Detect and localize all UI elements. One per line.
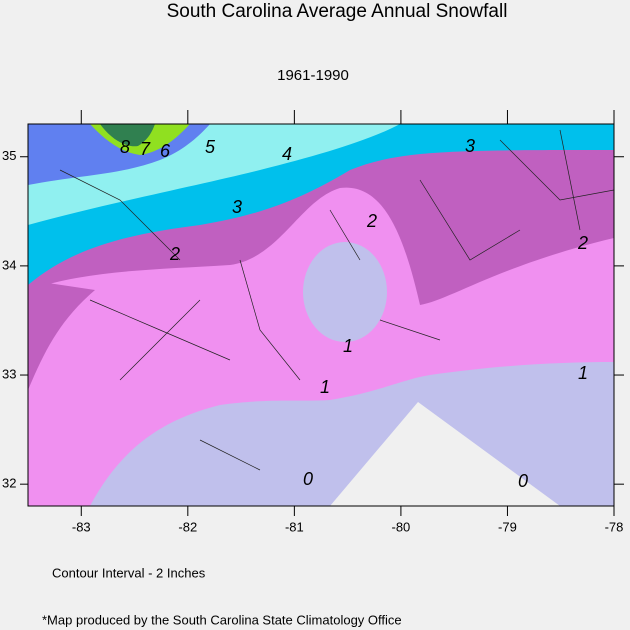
contour-label: 2: [169, 244, 180, 264]
contour-label: 2: [577, 233, 588, 253]
x-tick-label: -78: [605, 519, 624, 534]
contour-label: 6: [160, 141, 171, 161]
x-tick-label: -82: [178, 519, 197, 534]
y-tick-label: 32: [2, 476, 16, 491]
contour-label: 1: [320, 377, 330, 397]
x-tick-label: -81: [285, 519, 304, 534]
x-tick-label: -80: [392, 519, 411, 534]
contour-label: 8: [120, 137, 130, 157]
subtitle: 1961-1990: [277, 67, 349, 84]
map-frame: [27, 123, 615, 507]
map-fill: [28, 124, 614, 506]
y-tick-label: 33: [2, 366, 16, 381]
contour-label: 0: [518, 471, 528, 491]
contour-label: 1: [578, 363, 588, 383]
title: South Carolina Average Annual Snowfall: [167, 1, 508, 22]
contour-label: 1: [343, 336, 353, 356]
contour-label: 0: [303, 469, 313, 489]
contour-label: 4: [282, 144, 292, 164]
contour-label: 7: [140, 139, 151, 159]
y-tick-label: 34: [2, 257, 16, 272]
note: Contour Interval - 2 Inches: [52, 565, 206, 580]
contour-label: 2: [366, 211, 377, 231]
contour-label: 3: [232, 197, 242, 217]
contour-label: 5: [205, 137, 216, 157]
contour-label: 3: [465, 136, 475, 156]
x-tick-label: -83: [72, 519, 91, 534]
y-tick-label: 35: [2, 148, 16, 163]
x-tick-label: -79: [498, 519, 517, 534]
credit: *Map produced by the South Carolina Stat…: [42, 612, 402, 627]
